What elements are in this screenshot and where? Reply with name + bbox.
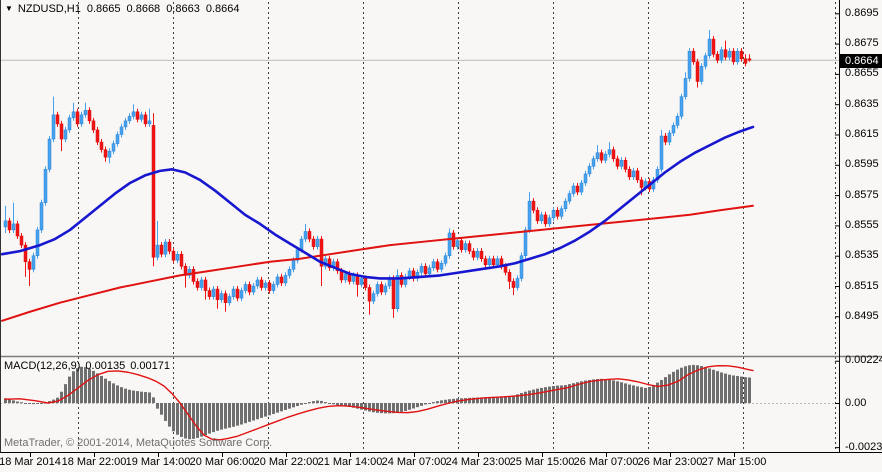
quote-open: 0.8665 (86, 3, 121, 15)
price-axis-label: 0.8615 (845, 128, 879, 140)
time-axis-label: 27 Mar 15:00 (701, 456, 767, 468)
price-axis-label: 0.8675 (845, 37, 879, 50)
current-price-badge: 0.8664 (840, 54, 882, 68)
red-ma-line (1, 204, 754, 322)
price-axis-label: 0.8515 (845, 279, 879, 292)
time-axis-label: 26 Mar 07:00 (573, 456, 639, 468)
time-axis-label: 19 Mar 14:00 (125, 456, 191, 468)
blue-ma-line (0, 125, 755, 280)
price-axis-label: 0.8595 (845, 158, 879, 171)
quote-high: 0.8668 (126, 3, 161, 15)
price-axis-label: 0.8495 (845, 309, 879, 322)
macd-main-value: 0.00135 (85, 360, 126, 372)
time-axis-label: 24 Mar 23:00 (445, 456, 511, 468)
price-axis-label: 0.8695 (845, 6, 879, 19)
price-axis-label: 0.8535 (845, 249, 879, 262)
chart-header: ▼ NZDUSD,H1 0.8665 0.8668 0.8663 0.8664 (5, 3, 240, 16)
time-axis-label: 18 Mar 22:00 (61, 456, 127, 468)
metatrader-watermark: MetaTrader, © 2001-2014, MetaQuotes Soft… (4, 437, 273, 449)
symbol-period-label: NZDUSD,H1 (17, 3, 81, 15)
time-axis-label: 24 Mar 07:00 (381, 456, 447, 468)
quote-close: 0.8664 (205, 3, 240, 15)
candles-layer (3, 29, 752, 318)
macd-name: MACD(12,26,9) (4, 360, 81, 372)
time-axis-label: 20 Mar 06:00 (189, 456, 255, 468)
axis-ticks (30, 13, 839, 457)
macd-signal-value: 0.00171 (130, 360, 170, 372)
time-axis-label: 20 Mar 22:00 (253, 456, 319, 468)
price-axis-label: 0.8575 (845, 188, 879, 201)
macd-axis-label: 0.00 (845, 396, 867, 409)
quote-low: 0.8663 (166, 3, 200, 15)
macd-signal-line (4, 364, 754, 441)
time-axis-label: 25 Mar 15:00 (509, 456, 575, 468)
price-axis-label: 0.8655 (845, 67, 879, 80)
macd-histogram (4, 364, 751, 440)
red-ma-line (1, 204, 754, 322)
macd-signal-line (4, 364, 754, 441)
price-axis-label: 0.8555 (845, 218, 879, 231)
symbol-dropdown-icon[interactable]: ▼ (5, 4, 13, 13)
time-axis-label: 18 Mar 2014 (0, 456, 61, 468)
macd-indicator-label: MACD(12,26,9) 0.00135 0.00171 (4, 360, 170, 373)
grid-lines (78, 2, 836, 452)
chart-frame (0, 0, 882, 453)
macd-axis-label: 0.00224 (845, 354, 882, 367)
blue-ma-line (0, 125, 755, 280)
macd-axis-label: -0.00234 (845, 440, 882, 453)
price-axis-label: 0.8635 (845, 97, 879, 110)
time-axis-label: 26 Mar 23:00 (637, 456, 703, 468)
time-axis-label: 21 Mar 14:00 (317, 456, 383, 468)
